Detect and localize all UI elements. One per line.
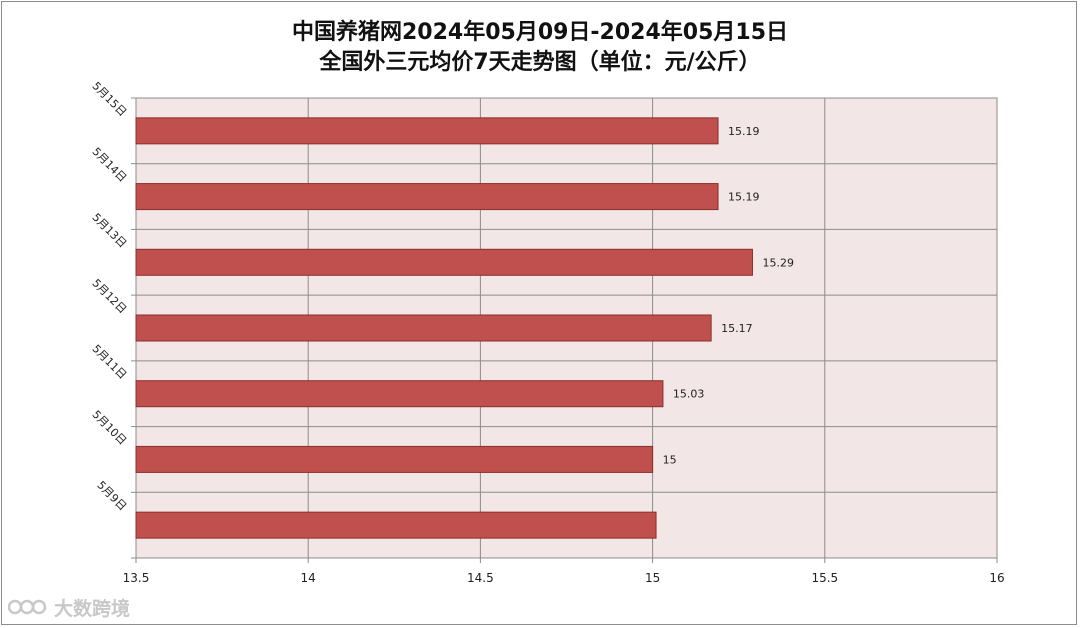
watermark: 大数跨境 [8, 594, 130, 620]
data-label: 15 [663, 453, 677, 466]
chart-title-line1: 中国养猪网2024年05月09日-2024年05月15日 [291, 20, 789, 45]
category-label: 5月12日 [89, 277, 129, 317]
bar [135, 117, 719, 145]
category-label: 5月10日 [89, 408, 129, 448]
category-label: 5月15日 [89, 79, 129, 119]
chart-title-line2: 全国外三元均价7天走势图（单位：元/公斤） [319, 50, 761, 75]
data-label: 15.19 [728, 125, 760, 138]
bar [135, 183, 719, 211]
data-label: 15.19 [728, 191, 760, 204]
data-label: 15.17 [721, 322, 753, 335]
category-label: 5月9日 [94, 479, 129, 514]
x-tick-label: 15.5 [811, 571, 838, 585]
bar [135, 445, 654, 473]
category-label: 5月13日 [89, 211, 129, 251]
data-label: 15.29 [762, 256, 794, 269]
x-tick-label: 16 [989, 571, 1004, 585]
watermark-logo-icon [8, 599, 47, 615]
watermark-text: 大数跨境 [54, 597, 131, 620]
x-tick-label: 14 [301, 571, 316, 585]
data-label: 15.03 [673, 388, 705, 401]
category-label: 5月11日 [89, 342, 129, 382]
bar [135, 380, 664, 408]
bar [135, 248, 753, 276]
x-tick-label: 14.5 [467, 571, 494, 585]
category-label: 5月14日 [89, 145, 129, 185]
x-tick-label: 13.5 [123, 571, 150, 585]
x-tick-label: 15 [645, 571, 660, 585]
bar [135, 511, 657, 539]
bar [135, 314, 712, 342]
